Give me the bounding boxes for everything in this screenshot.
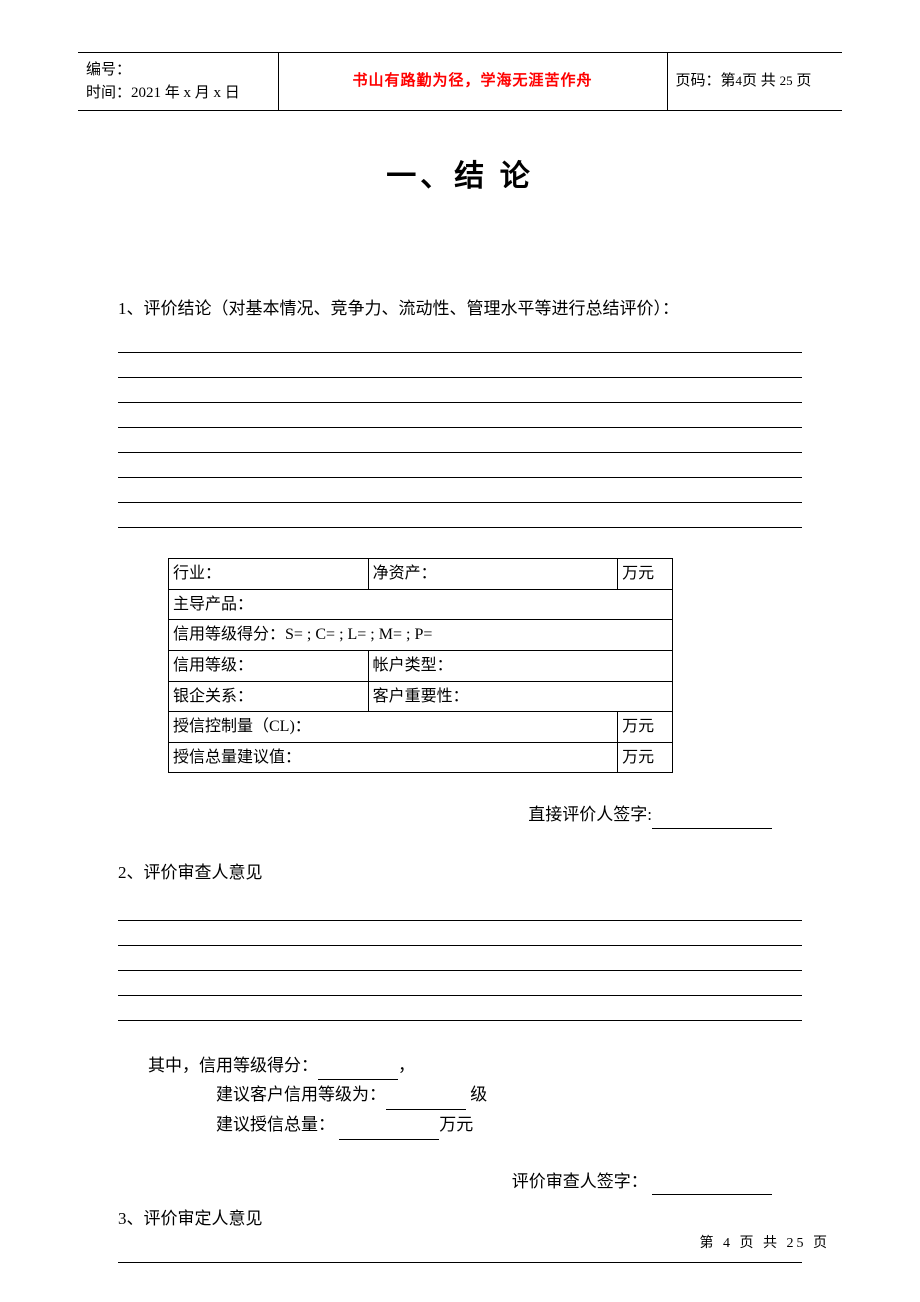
- cell-bank-relation: 银企关系：: [169, 681, 369, 712]
- signature-2: 评价审查人签字：: [118, 1168, 802, 1195]
- content-area: 1、评价结论（对基本情况、竞争力、流动性、管理水平等进行总结评价）： 行业： 净…: [78, 295, 842, 1263]
- signature-blank: [652, 828, 772, 829]
- cell-unit: 万元: [618, 742, 673, 773]
- blank-line: [118, 328, 802, 353]
- section-2-heading: 2、评价审查人意见: [118, 859, 802, 886]
- cell-client-importance: 客户重要性：: [368, 681, 672, 712]
- section-1-lines: [118, 328, 802, 528]
- cell-net-assets: 净资产：: [368, 559, 617, 590]
- cell-credit-grade: 信用等级：: [169, 650, 369, 681]
- blank-line: [118, 353, 802, 378]
- header-motto: 书山有路勤为径，学海无涯苦作舟: [278, 53, 667, 111]
- page-header: 编号： 时间：2021 年 x 月 x 日 书山有路勤为径，学海无涯苦作舟 页码…: [78, 52, 842, 111]
- section-2-lines: [118, 896, 802, 1021]
- signature-blank: [652, 1194, 772, 1195]
- blank-line: [118, 403, 802, 428]
- blank-line: [118, 996, 802, 1021]
- table-row: 信用等级得分：S= ; C= ; L= ; M= ; P=: [169, 620, 673, 651]
- blank-line: [118, 896, 802, 921]
- blank-line: [118, 428, 802, 453]
- blank-line: [118, 478, 802, 503]
- doc-number: 编号：: [86, 59, 270, 82]
- review-line-3: 建议授信总量： 万元: [148, 1110, 802, 1140]
- cell-credit-score: 信用等级得分：S= ; C= ; L= ; M= ; P=: [169, 620, 673, 651]
- fill-blank: [386, 1094, 466, 1110]
- table-row: 行业： 净资产： 万元: [169, 559, 673, 590]
- header-left-cell: 编号： 时间：2021 年 x 月 x 日: [78, 53, 278, 111]
- section-1-heading: 1、评价结论（对基本情况、竞争力、流动性、管理水平等进行总结评价）：: [118, 295, 802, 322]
- cell-main-product: 主导产品：: [169, 589, 673, 620]
- cell-credit-limit: 授信控制量（CL)：: [169, 712, 618, 743]
- cell-credit-total-suggest: 授信总量建议值：: [169, 742, 618, 773]
- fill-blank: [318, 1064, 398, 1080]
- cell-unit: 万元: [618, 712, 673, 743]
- cell-account-type: 帐户类型：: [368, 650, 672, 681]
- section-3-heading: 3、评价审定人意见: [118, 1205, 802, 1232]
- blank-line: [118, 503, 802, 528]
- table-row: 主导产品：: [169, 589, 673, 620]
- review-summary: 其中，信用等级得分：， 建议客户信用等级为： 级 建议授信总量： 万元: [148, 1051, 802, 1140]
- blank-line: [118, 971, 802, 996]
- signature-1: 直接评价人签字:: [118, 801, 802, 828]
- table-row: 授信控制量（CL)： 万元: [169, 712, 673, 743]
- info-table: 行业： 净资产： 万元 主导产品： 信用等级得分：S= ; C= ; L= ; …: [168, 558, 673, 773]
- fill-blank: [339, 1124, 439, 1140]
- page-title: 一、结 论: [78, 151, 842, 195]
- table-row: 银企关系： 客户重要性：: [169, 681, 673, 712]
- blank-line: [118, 946, 802, 971]
- blank-line: [118, 453, 802, 478]
- blank-line: [118, 921, 802, 946]
- review-line-2: 建议客户信用等级为： 级: [148, 1080, 802, 1110]
- review-line-1: 其中，信用等级得分：，: [148, 1051, 802, 1081]
- page-footer: 第 4 页 共 25 页: [700, 1232, 831, 1252]
- table-row: 授信总量建议值： 万元: [169, 742, 673, 773]
- cell-industry: 行业：: [169, 559, 369, 590]
- doc-time: 时间：2021 年 x 月 x 日: [86, 82, 270, 105]
- blank-line: [118, 378, 802, 403]
- header-page-info: 页码：第4页 共 25 页: [667, 53, 842, 111]
- table-row: 信用等级： 帐户类型：: [169, 650, 673, 681]
- cell-unit: 万元: [618, 559, 673, 590]
